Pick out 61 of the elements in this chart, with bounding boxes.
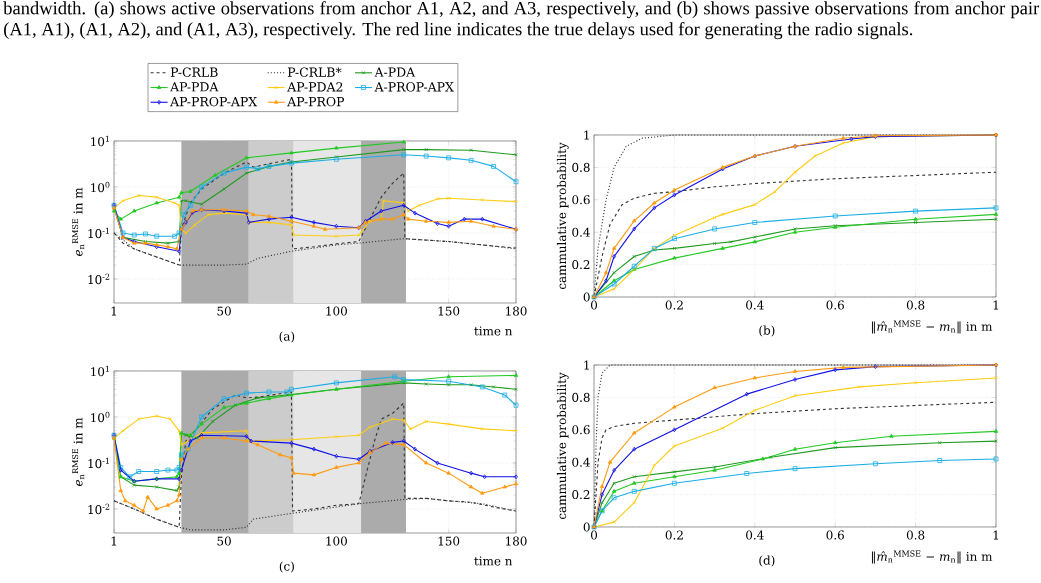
legend-label: P-CRLB <box>170 67 218 77</box>
y-tick-label: 0 <box>583 292 590 302</box>
legend-label: AP-PDA2 <box>287 82 343 92</box>
legend-label: AP-PROP <box>287 96 345 107</box>
x-tick-label: 50 <box>217 536 231 546</box>
legend-label: A-PROP-APX <box>374 82 454 92</box>
y-axis-title: e$_{n}$$^{RMSE}$ in m <box>72 187 85 257</box>
y-tick-label: 0.8 <box>572 162 590 172</box>
x-tick-label: 150 <box>438 306 460 316</box>
text: bandwidth. (a) shows active observations from anchor A1, A2, and A3, respectively, and (b) shows passive observations from anchor pair (A1, A1), (A1, A2), and (A1, A3), respectively. The red line indicates the true delays used for generating the radio signals. <box>3 1 1040 40</box>
y-tick-label: 10$^{-1}$ <box>88 457 109 469</box>
legend-label: P-CRLB* <box>287 67 342 77</box>
text: (d) <box>759 555 775 567</box>
y-tick-label: 10$^{-2}$ <box>88 503 110 515</box>
x-tick-label: 180 <box>506 536 527 546</box>
y-tick-label: 0 <box>583 522 590 532</box>
x-tick-label: 0.6 <box>826 530 844 540</box>
legend-label: AP-PROP-APX <box>170 96 258 107</box>
x-tick-label: 1 <box>111 536 117 546</box>
x-tick-label: 0.8 <box>906 300 925 310</box>
legend-label: AP-PDA <box>170 82 219 92</box>
x-tick-label: 100 <box>326 306 347 316</box>
y-tick-label: 1 <box>584 130 589 140</box>
y-tick-label: 10$^{-2}$ <box>88 273 110 285</box>
x-tick-label: 0.2 <box>665 300 683 310</box>
x-tick-label: 180 <box>506 306 527 316</box>
y-tick-label: 10$^{-1}$ <box>88 227 109 239</box>
text: (b) <box>759 325 775 337</box>
y-tick-label: 0.4 <box>572 457 590 467</box>
x-axis-title: time n <box>474 556 513 566</box>
y-tick-label: 10$^{1}$ <box>91 365 109 377</box>
y-axis-title: cammulative probability <box>556 142 569 290</box>
y-axis-title: e$_{n}$$^{RMSE}$ in m <box>72 417 85 487</box>
y-tick-label: 0.2 <box>572 260 590 270</box>
y-tick-label: 10$^{1}$ <box>91 135 109 147</box>
y-tick-label: 10$^{0}$ <box>91 181 110 193</box>
x-tick-label: 1 <box>111 306 117 316</box>
text: (a) <box>279 331 295 343</box>
x-tick-label: 150 <box>438 536 460 546</box>
x-tick-label: 0.4 <box>746 530 764 540</box>
y-tick-label: 1 <box>584 360 589 370</box>
y-tick-label: 0.6 <box>572 195 590 205</box>
y-tick-label: 0.2 <box>572 490 590 500</box>
x-tick-label: 50 <box>217 306 231 316</box>
y-tick-label: 0.4 <box>572 227 590 237</box>
x-axis-title: time n <box>474 326 513 336</box>
x-tick-label: 0.6 <box>826 300 844 310</box>
y-tick-label: 0.6 <box>572 425 590 435</box>
legend-label: A-PDA <box>374 67 416 77</box>
text: (c) <box>279 561 294 573</box>
y-tick-label: 10$^{0}$ <box>91 411 110 423</box>
y-tick-label: 0.8 <box>572 392 590 402</box>
x-tick-label: 1 <box>993 300 999 310</box>
x-tick-label: 0.8 <box>906 530 925 540</box>
x-axis-title: ‖m̂$_{n}$$^{MMSE}$ − m$_{n}$‖ in m <box>871 550 993 564</box>
x-axis-title: ‖m̂$_{n}$$^{MMSE}$ − m$_{n}$‖ in m <box>871 320 993 334</box>
y-axis-title: cammulative probability <box>556 372 569 520</box>
x-tick-label: 100 <box>326 536 347 546</box>
x-tick-label: 1 <box>993 530 999 540</box>
x-tick-label: 0.4 <box>746 300 764 310</box>
x-tick-label: 0.2 <box>665 530 683 540</box>
